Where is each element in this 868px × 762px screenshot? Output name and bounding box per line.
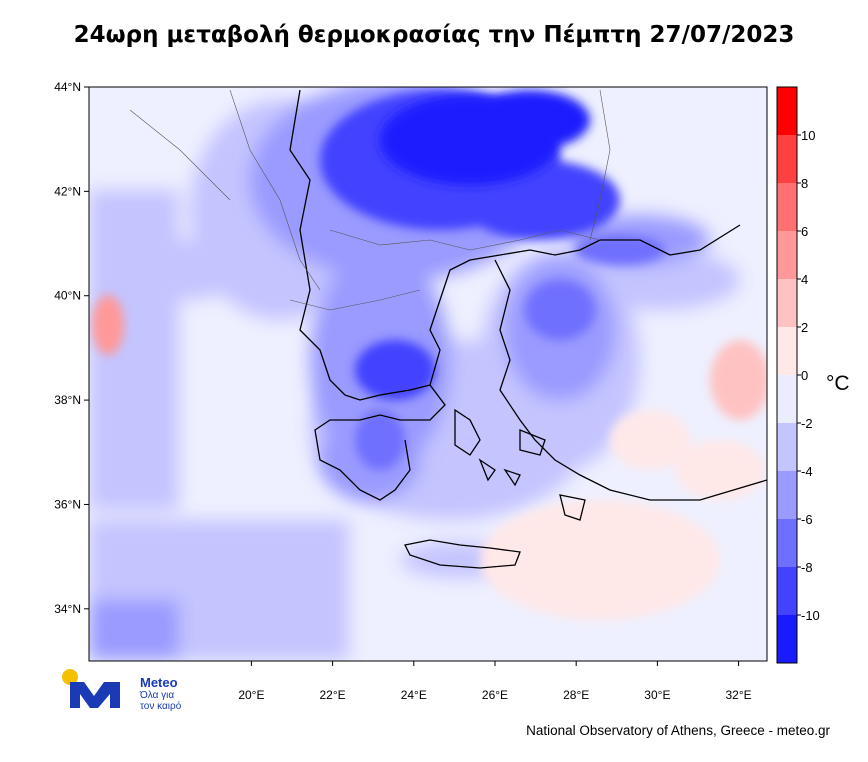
lon-tick-label: 20°E	[238, 688, 264, 702]
lat-tick-label: 40°N	[54, 289, 81, 303]
lat-tick-label: 38°N	[54, 393, 81, 407]
lat-tick-label: 36°N	[54, 497, 81, 511]
colorbar-segment	[777, 615, 797, 663]
colorbar-label: -6	[801, 512, 813, 527]
logo-slogan: Όλα για τον καιρό	[140, 690, 200, 712]
colorbar-segment	[777, 327, 797, 375]
longitude-axis: 20°E 22°E 24°E 26°E 28°E 30°E 32°E	[238, 661, 752, 702]
lon-tick-label: 32°E	[726, 688, 752, 702]
lon-tick-label: 30°E	[644, 688, 670, 702]
lon-tick-label: 24°E	[401, 688, 427, 702]
lat-tick-label: 44°N	[54, 80, 81, 94]
lon-tick-label: 28°E	[563, 688, 589, 702]
colorbar-segment	[777, 135, 797, 183]
colorbar-segment	[777, 519, 797, 567]
m-mark-icon	[70, 682, 120, 708]
colorbar-segment	[777, 279, 797, 327]
temperature-field	[89, 87, 767, 660]
colorbar-label: -4	[801, 464, 813, 479]
colorbar-label: 10	[801, 128, 815, 143]
sun-icon	[62, 669, 78, 685]
borders	[129, 89, 611, 311]
map-frame	[88, 86, 768, 662]
colorbar-segment	[777, 375, 797, 423]
coastlines	[289, 89, 767, 569]
colorbar: 10 8 6 4 2 0 -2 -4 -6 -8 -10	[776, 86, 820, 664]
lat-tick-label: 42°N	[54, 184, 81, 198]
colorbar-segment	[777, 567, 797, 615]
map-title: 24ωρη μεταβολή θερμοκρασίας την Πέμπτη 2…	[73, 22, 795, 48]
colorbar-label: 0	[801, 368, 808, 383]
colorbar-label: 2	[801, 320, 808, 335]
logo-name: Meteo	[140, 675, 178, 690]
colorbar-label: -2	[801, 416, 813, 431]
colorbar-unit: °C	[826, 372, 850, 395]
colorbar-segment	[777, 183, 797, 231]
latitude-axis: 44°N 42°N 40°N 38°N 36°N 34°N	[54, 80, 89, 616]
colorbar-segment	[777, 471, 797, 519]
colorbar-label: 6	[801, 224, 808, 239]
colorbar-label: 8	[801, 176, 808, 191]
logo-slogan-line2: τον καιρό	[140, 701, 182, 712]
colorbar-segment	[777, 87, 797, 135]
lat-tick-label: 34°N	[54, 602, 81, 616]
meteo-logo	[62, 669, 120, 708]
credit-text: National Observatory of Athens, Greece -…	[526, 723, 830, 738]
lon-tick-label: 22°E	[320, 688, 346, 702]
lon-tick-label: 26°E	[482, 688, 508, 702]
colorbar-segment	[777, 231, 797, 279]
logo-slogan-line1: Όλα για	[140, 690, 175, 701]
colorbar-label: -8	[801, 560, 813, 575]
colorbar-label: 4	[801, 272, 808, 287]
colorbar-segment	[777, 423, 797, 471]
colorbar-label: -10	[801, 608, 820, 623]
